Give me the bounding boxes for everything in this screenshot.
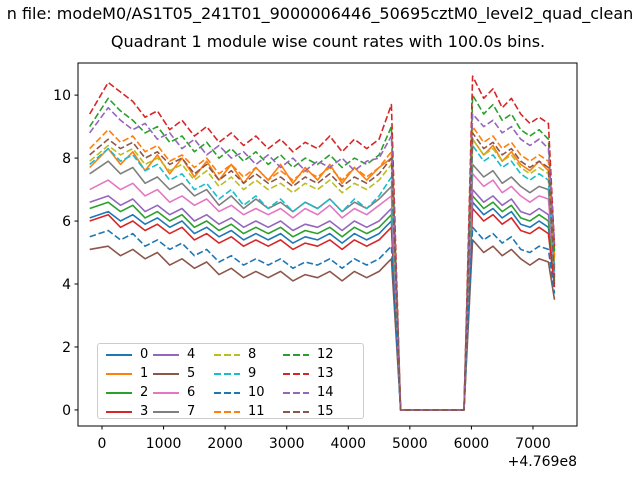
x-tick-label: 0: [98, 436, 107, 452]
series-line-12: [89, 94, 556, 411]
legend-label: 10: [248, 384, 265, 400]
x-tick-label: 7000: [515, 436, 551, 452]
legend: 0 1 2 3 4 5 6 7 8 9 10 11 12 13 14 15: [97, 343, 364, 419]
legend-item-1: 1: [106, 365, 148, 383]
legend-item-15: 15: [283, 403, 334, 421]
series-line-0: [89, 201, 556, 411]
legend-label: 11: [248, 403, 265, 419]
legend-line-sample: [106, 353, 132, 356]
legend-item-12: 12: [283, 346, 334, 364]
x-tick-label: 3000: [269, 436, 305, 452]
axes-frame: [77, 62, 578, 427]
legend-label: 14: [317, 384, 334, 400]
legend-label: 12: [317, 346, 334, 362]
legend-label: 4: [187, 346, 196, 362]
x-tick-label: 6000: [454, 436, 490, 452]
legend-item-6: 6: [153, 384, 195, 402]
legend-line-sample: [283, 410, 309, 413]
legend-label: 2: [140, 384, 149, 400]
x-tick-label: 4000: [330, 436, 366, 452]
x-tick-label: 2000: [207, 436, 243, 452]
y-tick-label: 4: [62, 277, 71, 293]
x-axis-offset-label: +4.769e8: [508, 454, 577, 470]
series-line-14: [89, 106, 556, 411]
y-tick-label: 0: [62, 403, 71, 419]
x-tick-label: 1000: [146, 436, 182, 452]
legend-line-sample: [214, 372, 240, 375]
y-tick-label: 6: [62, 214, 71, 230]
series-line-3: [89, 207, 556, 411]
series-line-13: [89, 75, 556, 411]
figure-title: n file: modeM0/AS1T05_241T01_9000006446_…: [6, 4, 634, 23]
legend-line-sample: [153, 353, 179, 356]
x-tick-label: 5000: [392, 436, 428, 452]
legend-item-5: 5: [153, 365, 195, 383]
legend-item-14: 14: [283, 384, 334, 402]
legend-line-sample: [283, 372, 309, 375]
legend-item-10: 10: [214, 384, 265, 402]
legend-label: 7: [187, 403, 196, 419]
series-line-7: [89, 160, 556, 411]
legend-item-4: 4: [153, 346, 195, 364]
series-line-10: [89, 226, 556, 411]
legend-line-sample: [153, 391, 179, 394]
legend-item-7: 7: [153, 403, 195, 421]
legend-item-3: 3: [106, 403, 148, 421]
legend-label: 1: [140, 365, 149, 381]
legend-label: 3: [140, 403, 149, 419]
y-tick-label: 2: [62, 340, 71, 356]
legend-item-2: 2: [106, 384, 148, 402]
series-line-15: [89, 132, 556, 411]
legend-item-13: 13: [283, 365, 334, 383]
legend-line-sample: [153, 372, 179, 375]
legend-label: 15: [317, 403, 334, 419]
legend-line-sample: [283, 391, 309, 394]
series-line-2: [89, 195, 556, 411]
legend-item-0: 0: [106, 346, 148, 364]
legend-label: 8: [248, 346, 257, 362]
legend-line-sample: [106, 410, 132, 413]
legend-line-sample: [153, 410, 179, 413]
legend-line-sample: [214, 353, 240, 356]
legend-line-sample: [283, 353, 309, 356]
legend-line-sample: [106, 391, 132, 394]
series-line-5: [89, 239, 556, 411]
legend-item-9: 9: [214, 365, 256, 383]
legend-line-sample: [106, 372, 132, 375]
axes-title: Quadrant 1 module wise count rates with …: [110, 32, 546, 51]
series-line-6: [89, 173, 556, 411]
legend-label: 9: [248, 365, 257, 381]
legend-line-sample: [214, 391, 240, 394]
legend-label: 0: [140, 346, 149, 362]
legend-label: 13: [317, 365, 334, 381]
y-tick-label: 8: [62, 151, 71, 167]
y-tick-label: 10: [53, 88, 71, 104]
legend-item-8: 8: [214, 346, 256, 364]
legend-label: 6: [187, 384, 196, 400]
legend-label: 5: [187, 365, 196, 381]
legend-line-sample: [214, 410, 240, 413]
legend-item-11: 11: [214, 403, 265, 421]
series-line-9: [89, 144, 556, 411]
series-line-8: [89, 138, 556, 411]
series-line-4: [89, 188, 556, 411]
